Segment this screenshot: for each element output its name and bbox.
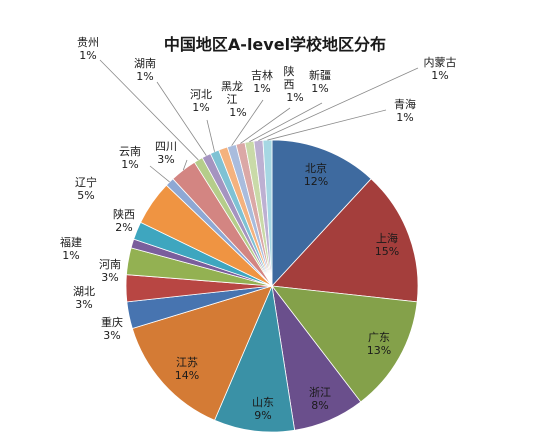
slice-label-group: 云南1%: [119, 145, 141, 171]
slice-label-group: 浙江8%: [309, 386, 331, 412]
slice-name-label: 陕西: [113, 207, 135, 221]
slice-name-label-cont: 西: [284, 78, 295, 91]
slice-percent-label: 1%: [286, 91, 303, 104]
leader-line: [182, 159, 188, 171]
leader-line: [267, 109, 387, 141]
slice-percent-label: 1%: [229, 106, 246, 119]
pie-slice: [271, 285, 418, 403]
pie-slice: [131, 285, 273, 421]
pie-slice: [271, 139, 372, 288]
slice-percent-label: 3%: [157, 153, 174, 166]
slice-label-group: 福建1%: [60, 235, 82, 262]
slice-name-label: 新疆: [309, 68, 331, 82]
slice-percent-label: 13%: [367, 344, 391, 357]
slice-label-group: 新疆1%: [309, 68, 331, 95]
leader-line: [156, 81, 207, 156]
leader-line: [99, 59, 199, 161]
slice-name-label: 陕: [284, 64, 295, 78]
slice-label-group: 陕西1%: [284, 64, 304, 104]
slice-name-label: 云南: [119, 145, 141, 158]
slice-name-label: 青海: [394, 97, 416, 111]
slice-label-group: 贵州1%: [77, 36, 99, 62]
slice-label-group: 重庆3%: [101, 315, 123, 342]
slice-label-group: 湖北3%: [73, 285, 95, 311]
slice-name-label: 黑龙: [221, 80, 243, 93]
slice-percent-label: 1%: [136, 70, 153, 83]
slice-percent-label: 1%: [62, 249, 79, 262]
slice-label-group: 山东9%: [252, 396, 274, 422]
slice-name-label: 山东: [252, 396, 274, 409]
slice-label-group: 辽宁5%: [75, 175, 97, 202]
slice-percent-label: 5%: [77, 189, 94, 202]
slice-label-group: 湖南1%: [134, 57, 156, 83]
slice-percent-label: 2%: [115, 221, 132, 234]
slice-name-label: 福建: [60, 235, 82, 249]
slice-percent-label: 3%: [103, 329, 120, 342]
slice-label-group: 陕西2%: [113, 207, 135, 234]
slice-name-label: 河北: [190, 88, 212, 101]
slice-label-group: 四川3%: [155, 140, 177, 166]
leader-line: [231, 99, 264, 146]
slice-name-label-cont: 江: [227, 93, 238, 106]
slice-label-group: 青海1%: [394, 97, 416, 124]
slice-percent-label: 1%: [121, 158, 138, 171]
slice-percent-label: 3%: [75, 298, 92, 311]
slice-name-label: 北京: [305, 161, 327, 175]
slice-name-label: 内蒙古: [424, 55, 457, 69]
leader-line: [249, 102, 323, 143]
leader-line: [240, 107, 291, 144]
leader-line: [258, 67, 419, 142]
leader-line: [206, 119, 215, 152]
slice-percent-label: 12%: [304, 175, 328, 188]
slice-name-label: 浙江: [309, 386, 331, 399]
slice-label-group: 河南3%: [99, 258, 121, 284]
slice-name-label: 湖南: [134, 57, 156, 70]
slice-percent-label: 1%: [253, 82, 270, 95]
slice-label-group: 河北1%: [190, 88, 212, 114]
slice-label-group: 吉林1%: [251, 68, 273, 95]
pie-slice: [262, 139, 273, 287]
slice-name-label: 四川: [155, 140, 177, 153]
slice-percent-label: 15%: [375, 245, 399, 258]
slices-layer: [125, 139, 419, 433]
slice-percent-label: 1%: [396, 111, 413, 124]
slice-name-label: 河南: [99, 258, 121, 271]
slice-percent-label: 1%: [192, 101, 209, 114]
slice-name-label: 广东: [368, 331, 390, 344]
leader-line: [149, 165, 170, 183]
slice-percent-label: 1%: [431, 69, 448, 82]
slice-name-label: 重庆: [101, 315, 123, 329]
slice-percent-label: 3%: [101, 271, 118, 284]
slice-percent-label: 9%: [254, 409, 271, 422]
slice-name-label: 辽宁: [75, 175, 97, 189]
chart-title: 中国地区A-level学校地区分布: [164, 35, 386, 54]
pie-slice: [214, 284, 296, 433]
leader-lines-layer: [99, 59, 419, 183]
slice-percent-label: 1%: [311, 82, 328, 95]
slice-name-label: 贵州: [77, 36, 99, 49]
labels-layer: 北京12%上海15%广东13%浙江8%山东9%江苏14%重庆3%湖北3%河南3%…: [60, 36, 457, 422]
slice-name-label: 江苏: [176, 356, 198, 369]
slice-name-label: 湖北: [73, 285, 95, 298]
slice-percent-label: 8%: [311, 399, 328, 412]
slice-name-label: 吉林: [251, 68, 273, 82]
pie-slice: [271, 178, 419, 303]
slice-percent-label: 14%: [175, 369, 199, 382]
slice-percent-label: 1%: [79, 49, 96, 62]
slice-name-label: 上海: [376, 231, 398, 245]
